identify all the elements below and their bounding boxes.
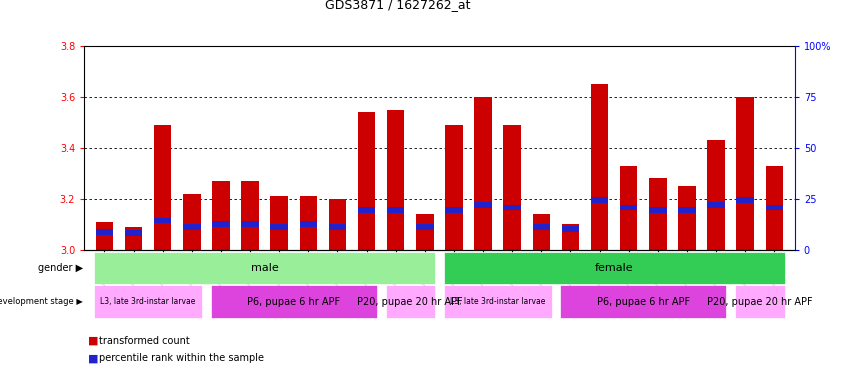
Text: development stage ▶: development stage ▶ <box>0 297 83 306</box>
Bar <box>329 224 346 230</box>
Bar <box>212 181 230 250</box>
Bar <box>504 125 521 250</box>
Text: ■: ■ <box>88 353 98 363</box>
Bar <box>678 186 696 250</box>
Bar <box>212 221 230 227</box>
Text: P6, pupae 6 hr APF: P6, pupae 6 hr APF <box>247 296 341 307</box>
Bar <box>94 252 435 284</box>
Bar <box>96 222 114 250</box>
Text: percentile rank within the sample: percentile rank within the sample <box>99 353 264 363</box>
Bar <box>241 221 259 227</box>
Text: P20, pupae 20 hr APF: P20, pupae 20 hr APF <box>707 296 812 307</box>
Bar <box>444 285 552 318</box>
Bar <box>735 285 785 318</box>
Bar <box>562 227 579 232</box>
Bar <box>649 179 667 250</box>
Text: GDS3871 / 1627262_at: GDS3871 / 1627262_at <box>325 0 470 12</box>
Bar <box>385 285 435 318</box>
Bar <box>211 285 377 318</box>
Bar <box>358 112 375 250</box>
Bar <box>620 205 637 210</box>
Text: transformed count: transformed count <box>99 336 190 346</box>
Bar <box>445 207 463 213</box>
Bar <box>183 224 201 230</box>
Text: L3, late 3rd-instar larvae: L3, late 3rd-instar larvae <box>100 297 196 306</box>
Bar <box>299 196 317 250</box>
Bar <box>94 285 202 318</box>
Bar <box>532 214 550 250</box>
Bar <box>591 197 608 203</box>
Bar <box>444 252 785 284</box>
Bar <box>620 166 637 250</box>
Bar <box>387 207 405 213</box>
Bar <box>96 229 114 235</box>
Bar <box>765 166 783 250</box>
Bar <box>649 207 667 213</box>
Bar <box>562 224 579 250</box>
Bar <box>299 221 317 227</box>
Bar <box>707 202 725 208</box>
Bar <box>358 207 375 213</box>
Text: P20, pupae 20 hr APF: P20, pupae 20 hr APF <box>357 296 463 307</box>
Bar <box>591 84 608 250</box>
Bar <box>124 227 142 250</box>
Bar <box>271 196 288 250</box>
Bar <box>416 214 434 250</box>
Bar <box>532 224 550 230</box>
Bar <box>737 97 754 250</box>
Text: female: female <box>595 263 633 273</box>
Bar <box>329 199 346 250</box>
Bar <box>474 202 492 208</box>
Bar <box>474 97 492 250</box>
Bar <box>445 125 463 250</box>
Bar <box>124 230 142 236</box>
Bar <box>183 194 201 250</box>
Bar <box>241 181 259 250</box>
Bar <box>737 197 754 203</box>
Bar <box>387 110 405 250</box>
Text: L3, late 3rd-instar larvae: L3, late 3rd-instar larvae <box>450 297 545 306</box>
Bar <box>154 218 172 223</box>
Bar <box>154 125 172 250</box>
Bar <box>504 205 521 210</box>
Bar <box>678 207 696 213</box>
Bar <box>560 285 727 318</box>
Text: male: male <box>251 263 278 273</box>
Bar <box>765 205 783 210</box>
Bar <box>707 140 725 250</box>
Text: gender ▶: gender ▶ <box>38 263 83 273</box>
Text: P6, pupae 6 hr APF: P6, pupae 6 hr APF <box>597 296 690 307</box>
Bar <box>271 224 288 230</box>
Text: ■: ■ <box>88 336 98 346</box>
Bar <box>416 224 434 230</box>
